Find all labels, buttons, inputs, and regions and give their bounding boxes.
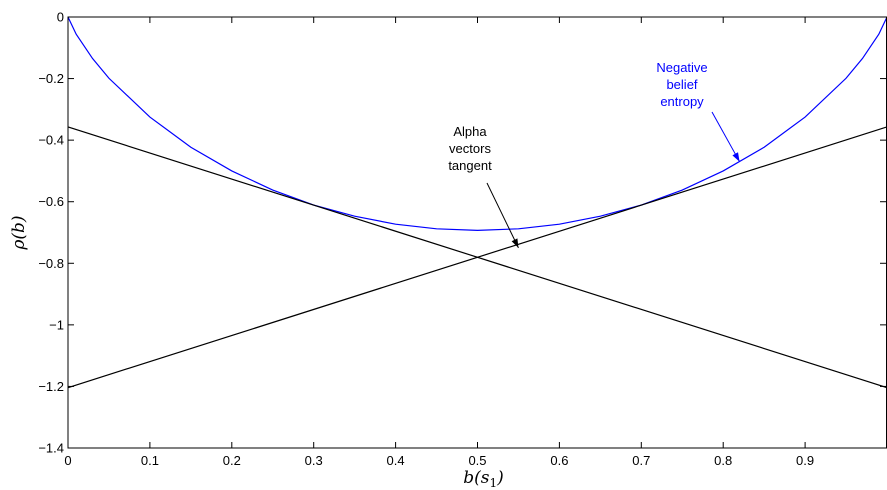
annotation-1: Alpha vectors tangent	[448, 124, 519, 249]
plot-lines	[67, 16, 887, 389]
x-tick-label: 0.3	[305, 453, 323, 468]
annotation-arrowhead	[732, 152, 740, 162]
annotation-0: Negative belief entropy	[656, 60, 741, 162]
x-tick-label: 0.9	[796, 453, 814, 468]
y-tick-label: −0.4	[38, 133, 64, 148]
annotation-text: tangent	[448, 158, 492, 173]
annotation-arrow	[486, 182, 519, 249]
x-tick-label: 0.5	[468, 453, 486, 468]
y-tick-label: 0	[57, 10, 64, 25]
x-tick-label: 0.7	[632, 453, 650, 468]
negative-entropy-line-0	[67, 16, 887, 231]
annotation-text: Negative	[656, 60, 707, 75]
alpha-vector-line-2	[67, 126, 887, 389]
y-tick-label: −0.6	[38, 194, 64, 209]
x-tick-label: 0	[64, 453, 71, 468]
y-tick-label: −0.2	[38, 71, 64, 86]
y-tick-label: −1	[49, 317, 64, 332]
x-tick-label: 0.2	[223, 453, 241, 468]
annotation-text: Alpha	[453, 124, 487, 139]
x-tick-label: 0.4	[387, 453, 405, 468]
y-tick-label: −0.8	[38, 256, 64, 271]
annotation-text: vectors	[449, 141, 491, 156]
annotation-arrow	[711, 111, 741, 162]
y-tick-label: −1.2	[38, 379, 64, 394]
x-tick-label: 0.8	[714, 453, 732, 468]
x-axis-label-close: )	[496, 468, 504, 488]
x-tick-label: 0.6	[550, 453, 568, 468]
x-axis-label-subscript: 1	[489, 476, 497, 490]
ticks: 0 0.1 0.2 0.3 0.4 0.5 0.6 0.7 0.8 0.9 0 −0.2 −0.4 −0.…	[38, 10, 886, 468]
annotations: Negative belief entropy Alpha vectors tangent	[448, 60, 741, 249]
x-axis-label: b(s1)	[463, 468, 504, 490]
annotation-arrowhead	[511, 238, 519, 248]
x-tick-label: 0.1	[141, 453, 159, 468]
annotation-text: belief	[666, 77, 697, 92]
annotation-text: entropy	[660, 94, 704, 109]
y-tick-label: −1.4	[38, 441, 64, 456]
y-axis-label: ρ(b)	[9, 215, 29, 250]
plot-frame	[67, 16, 887, 449]
